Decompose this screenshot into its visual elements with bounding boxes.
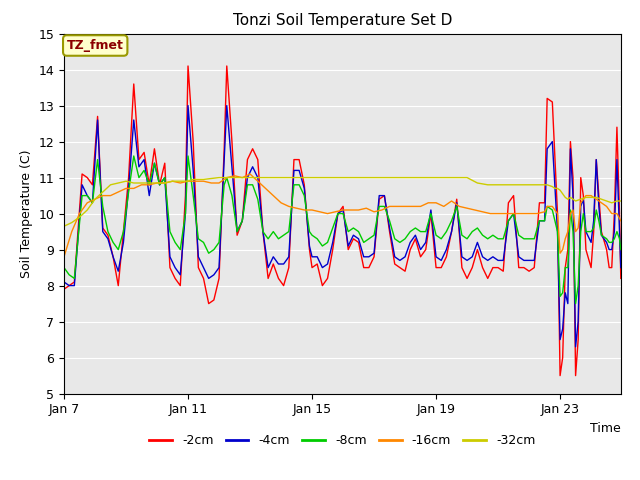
Legend: -2cm, -4cm, -8cm, -16cm, -32cm: -2cm, -4cm, -8cm, -16cm, -32cm xyxy=(145,429,540,452)
Text: Time: Time xyxy=(590,422,621,435)
Title: Tonzi Soil Temperature Set D: Tonzi Soil Temperature Set D xyxy=(233,13,452,28)
Y-axis label: Soil Temperature (C): Soil Temperature (C) xyxy=(20,149,33,278)
Text: TZ_fmet: TZ_fmet xyxy=(67,39,124,52)
